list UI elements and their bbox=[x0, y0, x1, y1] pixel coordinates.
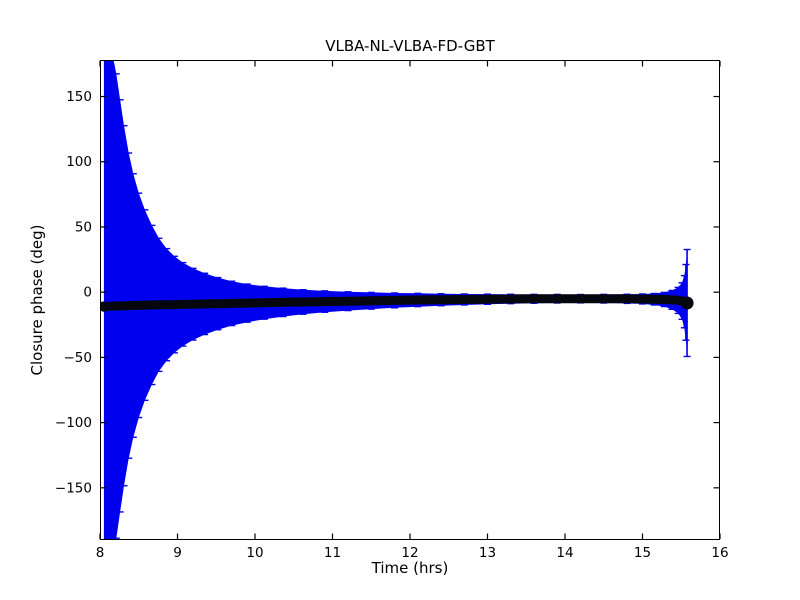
y-tick-label: −150 bbox=[55, 480, 92, 496]
y-tick-label: 150 bbox=[66, 89, 92, 105]
data-marker-end bbox=[680, 296, 694, 310]
y-tick-label: 50 bbox=[75, 219, 92, 235]
x-tick-label: 8 bbox=[96, 545, 105, 561]
y-tick-label: −50 bbox=[64, 350, 93, 366]
y-tick-label: 100 bbox=[66, 154, 92, 170]
x-tick-label: 9 bbox=[173, 545, 182, 561]
x-tick-label: 10 bbox=[246, 545, 263, 561]
x-tick-label: 11 bbox=[324, 545, 341, 561]
closure-phase-line bbox=[101, 294, 692, 311]
x-tick-label: 15 bbox=[634, 545, 651, 561]
y-tick-label: −100 bbox=[55, 415, 92, 431]
axes-frame bbox=[100, 60, 720, 540]
y-tick-label: 0 bbox=[83, 285, 92, 301]
x-tick-label: 14 bbox=[556, 545, 573, 561]
plot-area bbox=[101, 61, 694, 539]
x-axis-label: Time (hrs) bbox=[371, 559, 449, 577]
x-tick-label: 16 bbox=[711, 545, 728, 561]
chart-title: VLBA-NL-VLBA-FD-GBT bbox=[325, 37, 495, 55]
x-tick-label: 13 bbox=[479, 545, 496, 561]
x-tick-label: 12 bbox=[401, 545, 418, 561]
y-axis-label: Closure phase (deg) bbox=[28, 224, 46, 376]
data-marker-start bbox=[101, 301, 110, 312]
